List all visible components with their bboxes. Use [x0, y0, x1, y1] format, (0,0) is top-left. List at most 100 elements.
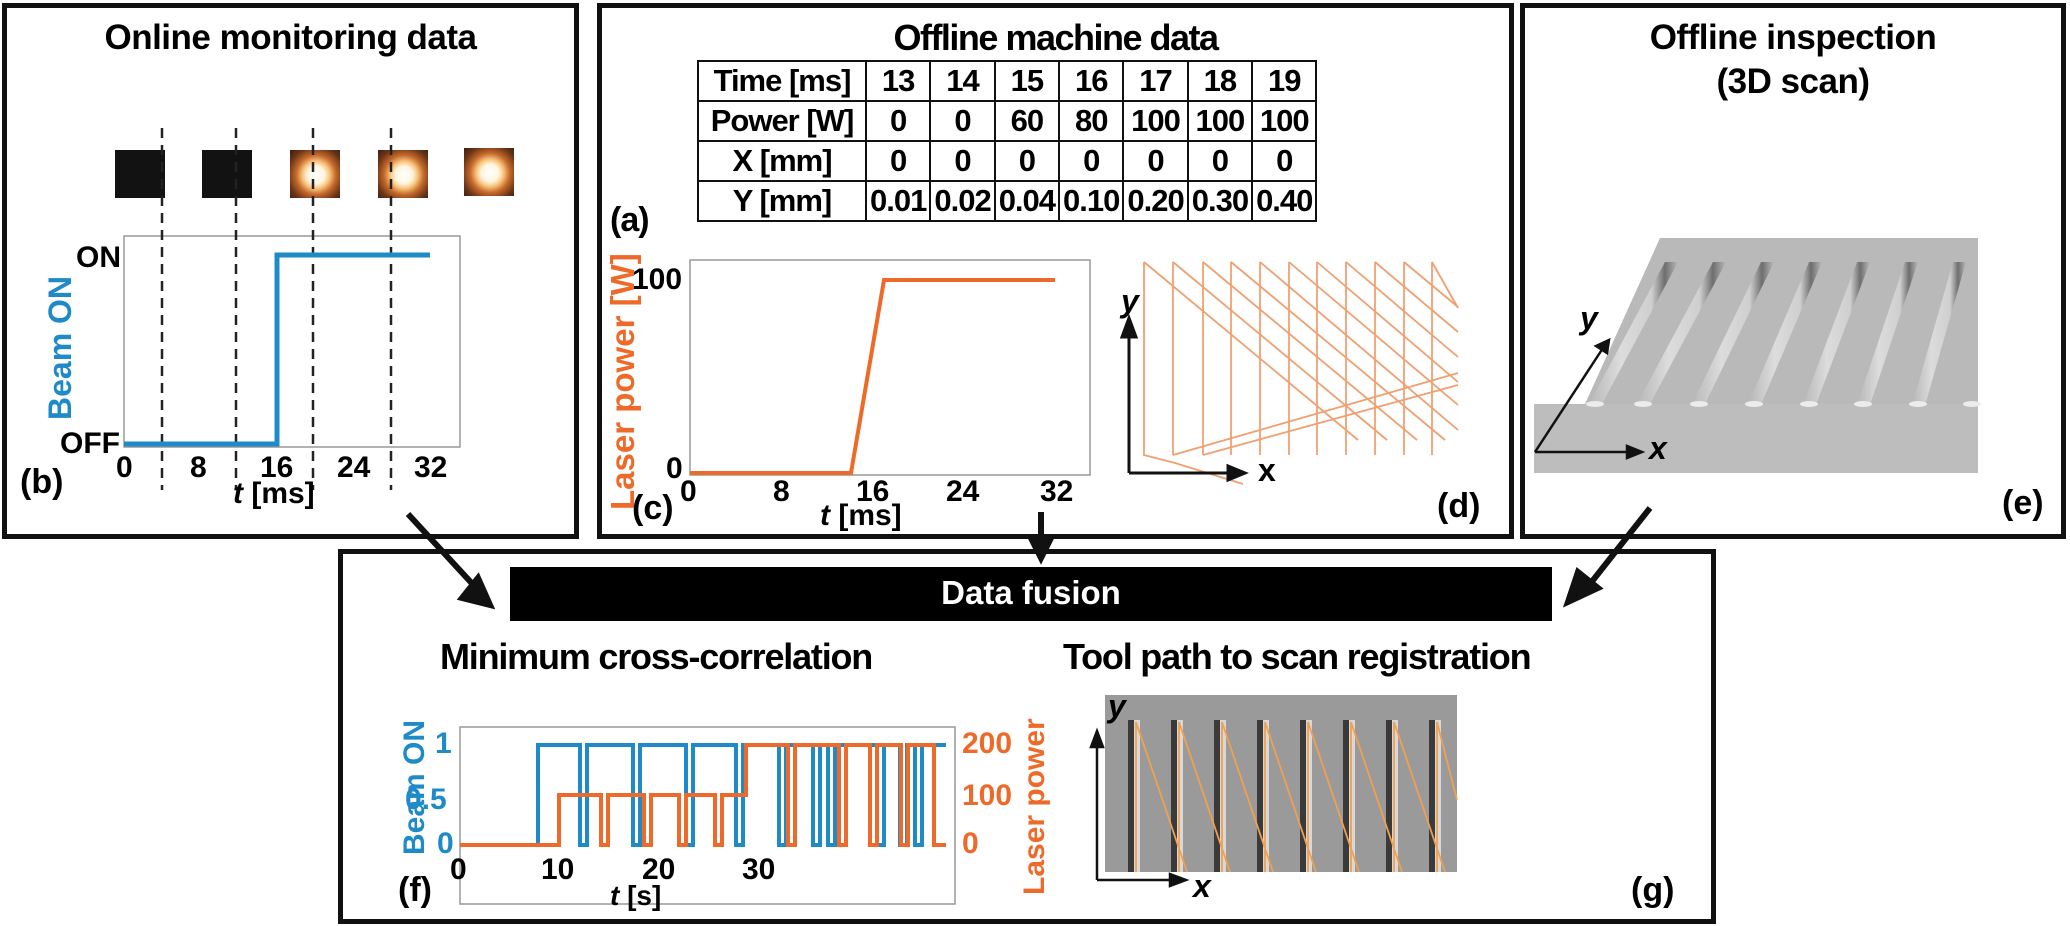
right-y-tick-0: 0 [962, 827, 979, 860]
data-fusion-bar: Data fusion [510, 567, 1552, 621]
row-header: Time [ms] [697, 60, 867, 102]
cell: 0 [864, 140, 932, 182]
ridge-end-highlights [1586, 401, 1981, 407]
cross-correlation-title: Minimum cross-correlation [440, 636, 873, 677]
x-axis-label: t [s] [610, 880, 662, 911]
x-tick-16: 16 [856, 475, 890, 508]
registration-title: Tool path to scan registration [1063, 636, 1532, 677]
cell: 0.30 [1186, 180, 1254, 222]
offline-machine-title: Offline machine data [893, 17, 1219, 58]
cell: 0 [1122, 140, 1189, 182]
x-tick-20: 20 [642, 853, 676, 886]
x-tick-8: 8 [190, 451, 207, 484]
scan-y-axis-label: y [1580, 300, 1598, 336]
cell: 15 [993, 60, 1061, 102]
x-tick-10: 10 [541, 853, 575, 886]
camera-frame-5 [464, 148, 514, 196]
online-monitoring-title: Online monitoring data [104, 18, 477, 57]
cross-correlation-plot [459, 726, 956, 905]
row-header: Power [W] [697, 100, 867, 142]
x-axis-label: t [ms] [820, 499, 902, 532]
frame-dividers [160, 128, 393, 490]
panel-label-a: (a) [610, 201, 650, 239]
scan-ridges [1590, 262, 1966, 402]
cell: 18 [1186, 60, 1254, 102]
x-tick-0: 0 [680, 475, 697, 508]
y-tick-100: 100 [632, 263, 683, 296]
panel-label-c: (c) [632, 489, 674, 527]
panel-label-b: (b) [20, 463, 64, 501]
arrow-online-to-fusion [405, 511, 481, 593]
cell: 80 [1058, 100, 1125, 142]
cell: 17 [1122, 60, 1189, 102]
registration-x-axis-label: x [1193, 868, 1211, 904]
row-header: Y [mm] [697, 180, 867, 222]
arrow-inspection-to-fusion [1587, 506, 1653, 586]
offline-inspection-title-line2: (3D scan) [1716, 62, 1870, 101]
table-row-y: Y [mm] 0.01 0.02 0.04 0.10 0.20 0.30 0.4… [697, 180, 1318, 222]
cell: 0.04 [993, 180, 1061, 222]
online-monitoring-panel [2, 3, 579, 539]
cell: 60 [993, 100, 1061, 142]
y-tick-0: 0 [666, 452, 683, 485]
cell: 16 [1058, 60, 1125, 102]
offline-inspection-title-line1: Offline inspection [1649, 18, 1937, 57]
beam-on-trace [124, 252, 430, 447]
cell: 0 [864, 100, 932, 142]
cell: 0 [929, 100, 996, 142]
cell: 0.02 [929, 180, 996, 222]
right-y-tick-200: 200 [962, 727, 1013, 760]
table-row-time: Time [ms] 13 14 15 16 17 18 19 [697, 60, 1318, 102]
camera-frame-4 [378, 150, 428, 198]
tool-path-zigzag [1143, 261, 1459, 485]
cell: 100 [1186, 100, 1254, 142]
y-tick-on: ON [76, 241, 121, 274]
table-row-x: X [mm] 0 0 0 0 0 0 0 [697, 140, 1318, 182]
cell: 0 [929, 140, 996, 182]
x-tick-32: 32 [414, 451, 448, 484]
scan-axes-arrows [1533, 337, 1646, 460]
cell: 100 [1122, 100, 1189, 142]
left-y-tick-0: 0 [437, 827, 454, 860]
panel-label-d: (d) [1437, 487, 1481, 525]
row-header: X [mm] [697, 140, 867, 182]
machine-data-table: Time [ms] 13 14 15 16 17 18 19 Power [W]… [697, 60, 1318, 222]
path-y-axis-label: y [1121, 283, 1139, 319]
cell: 0 [1058, 140, 1125, 182]
left-y-tick-0-5: 0.5 [405, 783, 447, 816]
scan-grooves [1128, 720, 1441, 872]
registered-tool-path [1135, 721, 1458, 873]
panel-label-g: (g) [1631, 871, 1675, 909]
right-y-tick-100: 100 [962, 779, 1013, 812]
table-row-power: Power [W] 0 0 60 80 100 100 100 [697, 100, 1318, 142]
registration-axes-arrows [1089, 727, 1190, 888]
cell: 0 [993, 140, 1061, 182]
registration-y-axis-label: y [1108, 688, 1126, 724]
camera-frame-2 [202, 150, 252, 198]
x-tick-24: 24 [946, 475, 980, 508]
left-y-tick-1: 1 [435, 727, 452, 760]
x-tick-0: 0 [116, 451, 133, 484]
beam-on-plot [123, 128, 461, 490]
panel-label-f: (f) [398, 871, 432, 909]
cell: 14 [929, 60, 996, 102]
laser-power-trace [460, 743, 946, 847]
x-tick-24: 24 [337, 451, 371, 484]
x-tick-16: 16 [260, 451, 294, 484]
x-tick-0: 0 [450, 853, 467, 886]
cell: 0 [1251, 140, 1318, 182]
3d-scan-image [1533, 238, 1981, 473]
path-x-axis-label: x [1258, 452, 1276, 488]
cell: 0.20 [1122, 180, 1189, 222]
cell: 0 [1186, 140, 1254, 182]
camera-frame-3 [290, 150, 340, 198]
laser-power-trace [690, 278, 1055, 475]
path-axes-arrows [1119, 313, 1249, 483]
cell: 0.40 [1251, 180, 1318, 222]
cell: 19 [1251, 60, 1318, 102]
cell: 0.10 [1058, 180, 1125, 222]
panel-label-e: (e) [2002, 484, 2044, 522]
x-axis-label: t [ms] [233, 477, 315, 510]
